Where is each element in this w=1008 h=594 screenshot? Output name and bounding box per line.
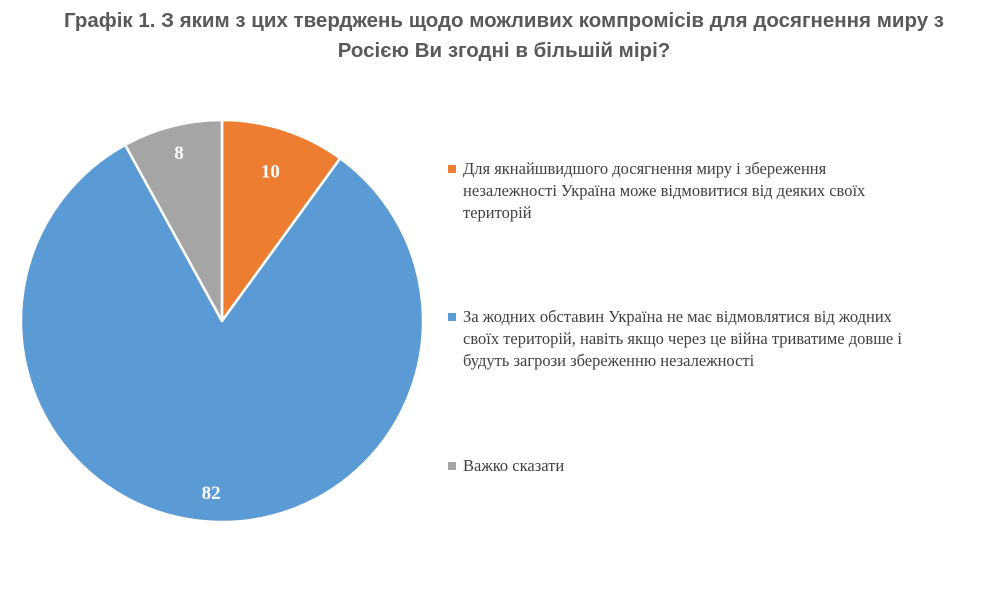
data-label-no-concession: 82	[202, 483, 221, 504]
legend-swatch-blue	[448, 313, 456, 321]
data-label-concede-territory: 10	[261, 161, 280, 182]
legend-swatch-gray	[448, 462, 456, 470]
legend-item-no-concession: За жодних обставин Україна не має відмов…	[448, 306, 918, 372]
legend-swatch-orange	[448, 165, 456, 173]
pie-slice-concede-territory	[220, 118, 342, 323]
legend-label: За жодних обставин Україна не має відмов…	[463, 307, 902, 370]
legend-label: Для якнайшвидшого досягнення миру і збер…	[463, 159, 866, 222]
data-label-hard-to-say: 8	[174, 143, 184, 164]
pie-slice-no-concession	[19, 143, 425, 524]
chart-title-line-2: Росією Ви згодні в більшій мірі?	[337, 39, 671, 62]
pie-slice-hard-to-say	[123, 118, 224, 323]
legend-item-hard-to-say: Важко сказати	[448, 455, 918, 477]
legend-label: Важко сказати	[463, 456, 565, 475]
chart-title-line-1: Графік 1. З яким з цих тверджень щодо мо…	[64, 9, 944, 32]
chart-title: Графік 1. З яким з цих тверджень щодо мо…	[0, 6, 1008, 66]
legend-item-concede-territory: Для якнайшвидшого досягнення миру і збер…	[448, 158, 918, 224]
